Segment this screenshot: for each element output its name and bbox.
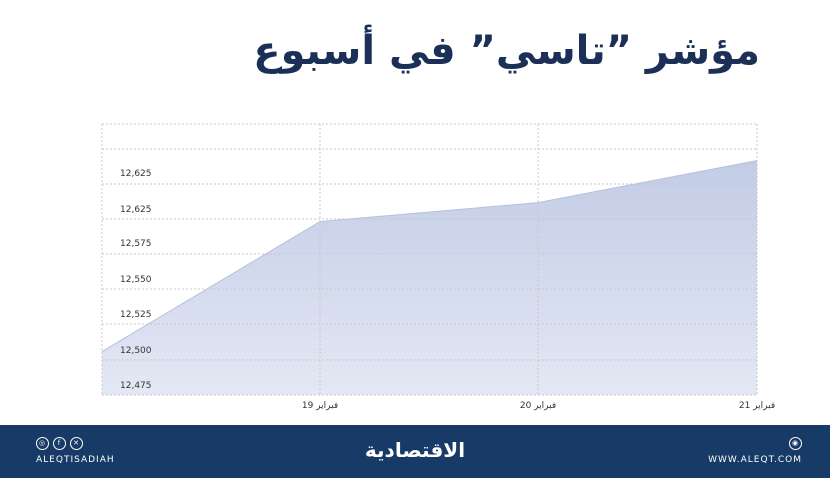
y-tick-label: 12,625 — [120, 169, 152, 179]
footer-left: ◎ f ✕ ALEQTISADIAH — [36, 437, 115, 465]
social-icons: ◎ f ✕ — [36, 437, 115, 450]
x-tick-label: 19 فبراير — [302, 401, 338, 411]
facebook-icon[interactable]: f — [53, 437, 66, 450]
web-icon-wrap: ◉ — [708, 437, 802, 450]
chart-title: مؤشر ”تاسي” في أسبوع — [253, 28, 760, 74]
y-tick-label: 12,500 — [120, 346, 152, 356]
series-line — [101, 160, 758, 353]
chart-svg: 12,475 12,500 12,525 12,550 12,575 12,625 12,6… — [101, 123, 775, 411]
x-tick-label: 21 فبراير — [739, 401, 775, 411]
instagram-icon[interactable]: ◎ — [36, 437, 49, 450]
y-tick-label: 12,625 — [120, 205, 152, 215]
y-tick-label: 12,525 — [120, 310, 152, 320]
y-tick-label: 12,550 — [120, 275, 152, 285]
footer-handle: ALEQTISADIAH — [36, 455, 115, 465]
area-fill — [102, 160, 757, 395]
brand-logo: الاقتصادية — [364, 438, 466, 462]
x-tick-label: 20 فبراير — [520, 401, 556, 411]
globe-icon[interactable]: ◉ — [789, 437, 802, 450]
footer-bar: ◎ f ✕ ALEQTISADIAH الاقتصادية ◉ WWW.ALEQ… — [0, 425, 830, 478]
chart-card: 12,475 12,500 12,525 12,550 12,575 12,625 12,6… — [0, 0, 830, 425]
footer-website[interactable]: WWW.ALEQT.COM — [708, 455, 802, 465]
y-tick-label: 12,575 — [120, 239, 152, 249]
footer-right: ◉ WWW.ALEQT.COM — [708, 437, 802, 465]
x-icon[interactable]: ✕ — [70, 437, 83, 450]
y-tick-label: 12,475 — [120, 381, 152, 391]
